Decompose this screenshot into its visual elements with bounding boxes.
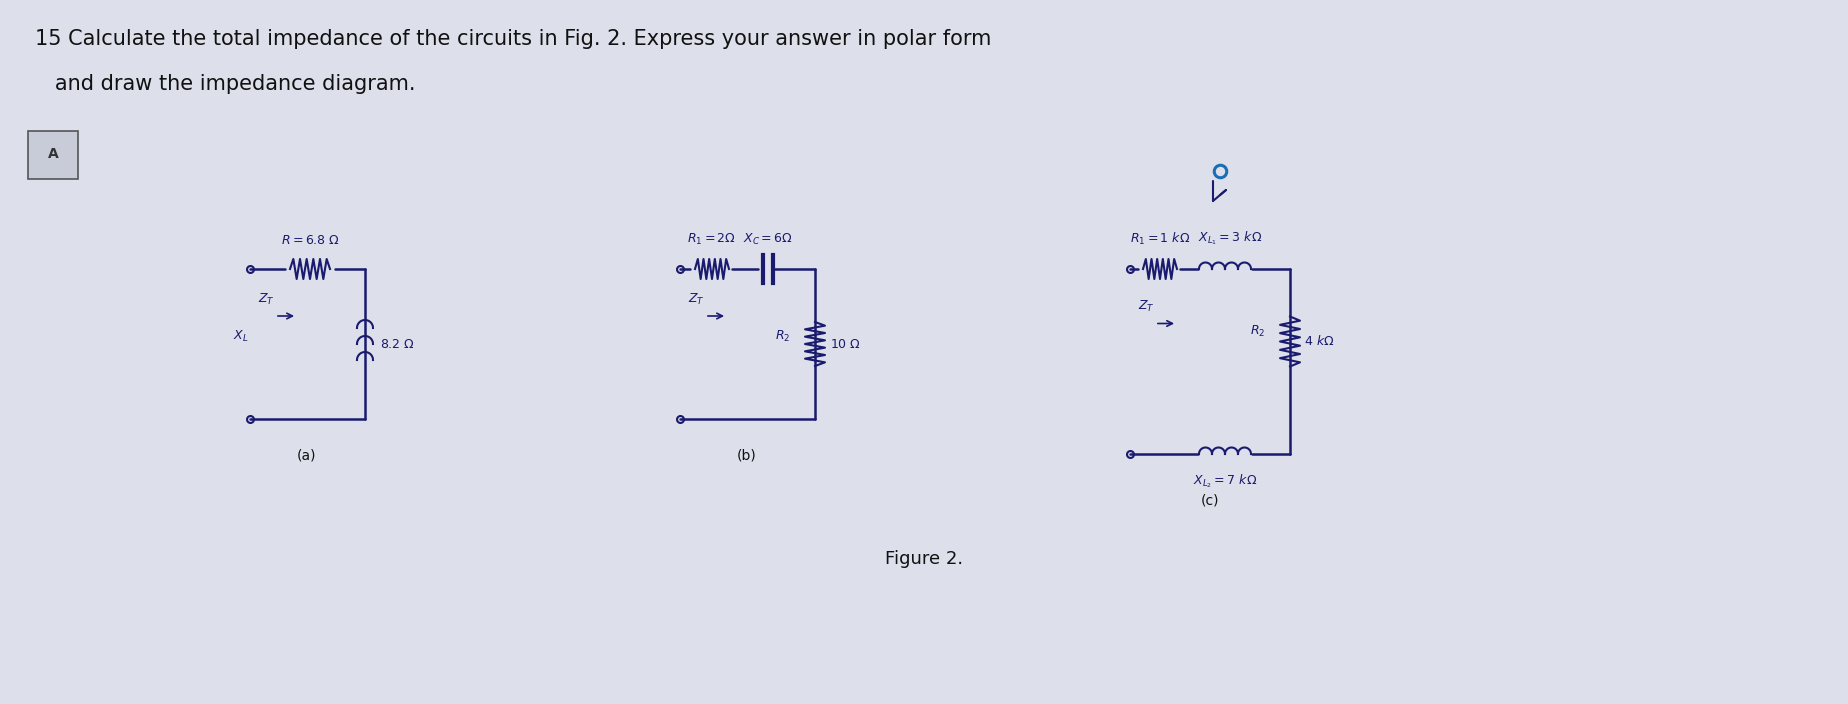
Text: $X_C = 6\Omega$: $X_C = 6\Omega$ [743, 232, 793, 247]
Text: (b): (b) [737, 449, 758, 463]
Text: $R_2$: $R_2$ [1249, 324, 1266, 339]
Text: $R_2$: $R_2$ [774, 329, 789, 344]
Text: 15 Calculate the total impedance of the circuits in Fig. 2. Express your answer : 15 Calculate the total impedance of the … [35, 29, 991, 49]
Text: $X_L$: $X_L$ [233, 329, 248, 344]
Text: A: A [48, 148, 59, 161]
Text: $8.2\ \Omega$: $8.2\ \Omega$ [381, 337, 414, 351]
Text: $X_{L_1} = 3\ k\Omega$: $X_{L_1} = 3\ k\Omega$ [1198, 230, 1262, 247]
Text: $Z_T$: $Z_T$ [259, 291, 275, 306]
Text: (a): (a) [298, 449, 316, 463]
Text: (c): (c) [1201, 494, 1220, 508]
Text: Figure 2.: Figure 2. [885, 550, 963, 568]
Text: $X_{L_2} = 7\ k\Omega$: $X_{L_2} = 7\ k\Omega$ [1194, 472, 1257, 489]
Text: $Z_T$: $Z_T$ [687, 291, 704, 306]
Text: $4\ k\Omega$: $4\ k\Omega$ [1305, 334, 1334, 348]
Text: $R_1 = 2\Omega$: $R_1 = 2\Omega$ [687, 232, 737, 247]
FancyBboxPatch shape [28, 131, 78, 179]
Text: $10\ \Omega$: $10\ \Omega$ [830, 337, 861, 351]
Text: and draw the impedance diagram.: and draw the impedance diagram. [35, 74, 416, 94]
Text: $R_1 = 1\ k\Omega$: $R_1 = 1\ k\Omega$ [1129, 231, 1190, 247]
Text: $Z_T$: $Z_T$ [1138, 299, 1155, 314]
Text: $R = 6.8\ \Omega$: $R = 6.8\ \Omega$ [281, 234, 340, 247]
